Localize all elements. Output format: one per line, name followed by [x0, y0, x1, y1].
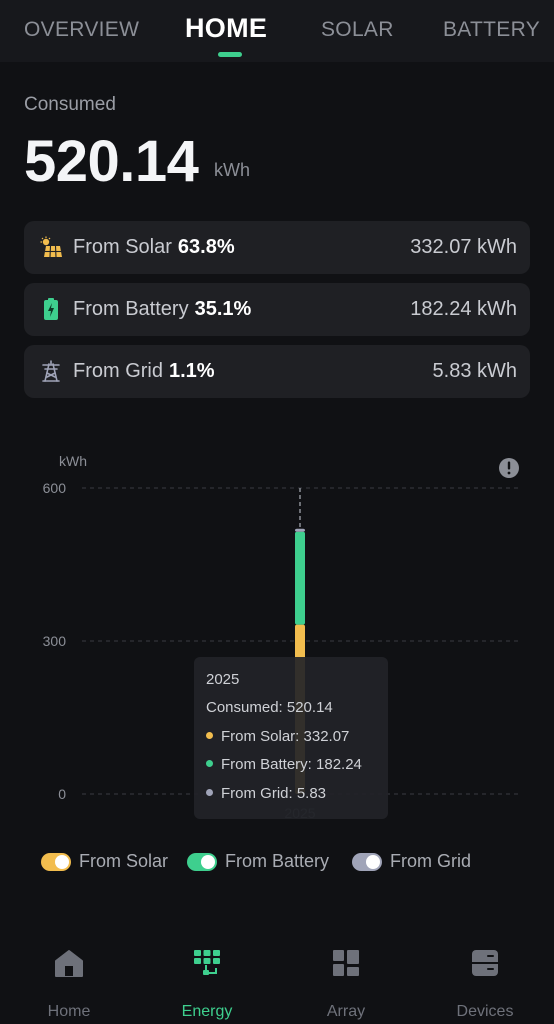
- consumed-label: Consumed: [24, 94, 116, 115]
- y-tick-label-600: 600: [43, 480, 67, 496]
- source-card-grid[interactable]: From Grid 1.1% 5.83 kWh: [24, 345, 530, 398]
- tab-solar[interactable]: SOLAR: [321, 18, 394, 41]
- array-icon: [333, 950, 359, 976]
- info-icon[interactable]: [499, 458, 519, 478]
- bar-segment-from-battery[interactable]: [295, 531, 305, 625]
- y-tick-label-0: 0: [58, 786, 66, 802]
- energy-icon: [194, 950, 220, 975]
- nav-devices[interactable]: Devices: [430, 948, 540, 1020]
- power-tower-icon: [42, 360, 60, 382]
- solar-dot-icon: [206, 731, 213, 739]
- source-percent-solar: 63.8%: [177, 236, 235, 258]
- source-card-battery[interactable]: From Battery 35.1% 182.24 kWh: [24, 283, 530, 336]
- toggle-switch-icon[interactable]: [352, 853, 382, 871]
- tab-home[interactable]: HOME: [185, 13, 268, 43]
- nav-energy[interactable]: Energy: [152, 948, 262, 1020]
- nav-home[interactable]: Home: [14, 948, 124, 1020]
- y-tick-label-300: 300: [43, 633, 67, 649]
- top-tab-bar: OVERVIEW HOME SOLAR BATTERY: [0, 0, 554, 62]
- toggle-switch-icon[interactable]: [187, 853, 217, 871]
- tooltip-battery: From Battery: 182.24: [206, 756, 362, 773]
- consumed-value: 520.14: [24, 129, 199, 194]
- y-axis-unit: kWh: [59, 453, 87, 469]
- source-card-solar[interactable]: From Solar 63.8% 332.07 kWh: [24, 221, 530, 274]
- devices-icon: [472, 950, 498, 976]
- tooltip-solar: From Solar: 332.07: [206, 728, 349, 745]
- solar-panel-icon: [40, 236, 62, 258]
- source-value-battery: 182.24 kWh: [410, 298, 517, 320]
- legend-label-battery: From Battery: [225, 851, 330, 871]
- bottom-navigation: Home Energy Array: [0, 930, 554, 1024]
- source-label-solar: From Solar 63.8%: [73, 236, 235, 258]
- source-percent-battery: 35.1%: [194, 298, 252, 320]
- nav-home-label: Home: [47, 1003, 91, 1020]
- bar-segment-from-grid[interactable]: [295, 528, 305, 532]
- legend-label-grid: From Grid: [390, 851, 471, 871]
- battery-icon: [44, 298, 58, 320]
- tab-battery[interactable]: BATTERY: [443, 18, 541, 41]
- source-percent-grid: 1.1%: [169, 360, 215, 382]
- battery-dot-icon: [206, 759, 213, 767]
- consumed-unit: kWh: [214, 160, 250, 180]
- source-value-grid: 5.83 kWh: [432, 360, 517, 382]
- grid-dot-icon: [206, 788, 213, 796]
- chart-tooltip: 2025 Consumed: 520.14 From Solar: 332.07…: [194, 657, 388, 819]
- tooltip-consumed: Consumed: 520.14: [206, 699, 333, 716]
- tab-overview[interactable]: OVERVIEW: [24, 18, 140, 41]
- home-icon: [55, 950, 83, 977]
- nav-energy-label: Energy: [181, 1003, 233, 1020]
- source-label-battery: From Battery 35.1%: [73, 298, 252, 320]
- active-tab-indicator: [218, 52, 242, 57]
- nav-array-label: Array: [326, 1003, 366, 1020]
- source-value-solar: 332.07 kWh: [410, 236, 517, 258]
- nav-devices-label: Devices: [456, 1003, 514, 1020]
- tooltip-grid: From Grid: 5.83: [206, 785, 326, 802]
- toggle-switch-icon[interactable]: [41, 853, 71, 871]
- nav-array[interactable]: Array: [291, 948, 401, 1020]
- tooltip-title: 2025: [206, 671, 240, 688]
- source-label-grid: From Grid 1.1%: [73, 360, 215, 382]
- legend-label-solar: From Solar: [79, 851, 169, 871]
